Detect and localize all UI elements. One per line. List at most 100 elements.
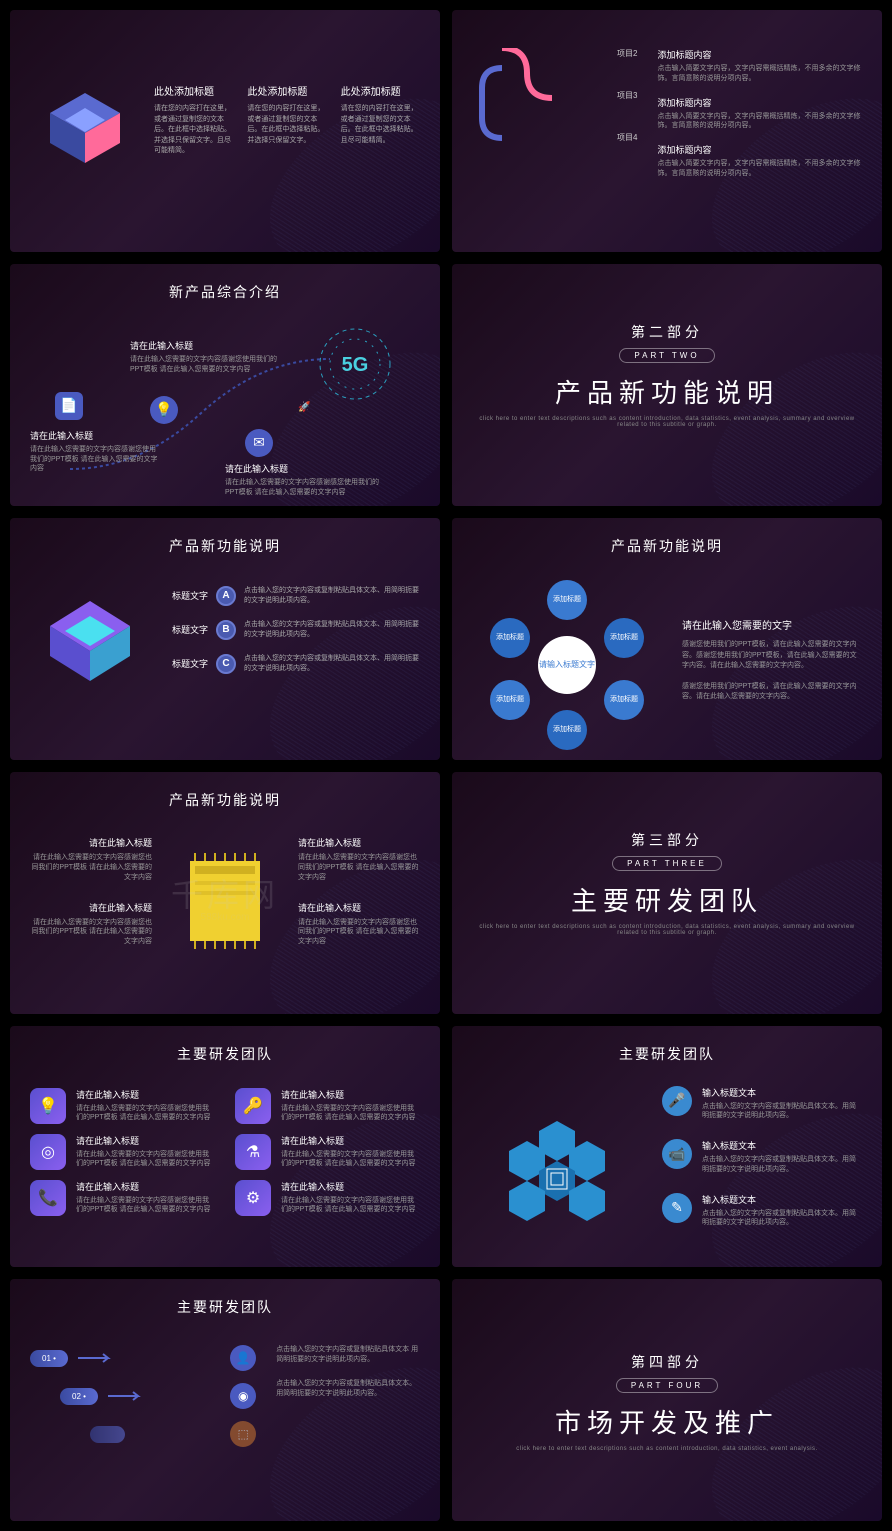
item-text: 请在此输入您需要的文字内容感谢您使用我们的PPT模板 请在此输入您需要的文字内容	[281, 1196, 420, 1216]
slide-3: 新产品综合介绍 5G 请在此输入标题 请在此输入您需要的文字内容感谢您使用我们的…	[10, 264, 440, 506]
item-4: 项目4	[617, 132, 637, 143]
col-2: 此处添加标题 请在您的内容打在这里，或者通过复制您的文本后。在此框中选择粘贴。并…	[247, 83, 326, 173]
right-block-1: 请在此输入标题 请在此输入您需要的文字内容感谢您也同我们的PPT模板 请在此输入…	[298, 836, 420, 882]
slide-section-2: 第二部分 PART TWO 产品新功能说明 click here to ente…	[452, 264, 882, 506]
row-text: 点击输入您的文字内容或复制粘贴具体文本、用简明扼要的文字说明此项内容。	[244, 620, 420, 640]
item-title: 输入标题文本	[702, 1086, 862, 1099]
node-title: 请在此输入标题	[130, 339, 280, 352]
section-pill: PART THREE	[612, 856, 722, 871]
item-4: ⚗ 请在此输入标题请在此输入您需要的文字内容感谢您使用我们的PPT模板 请在此输…	[235, 1134, 420, 1170]
section-pill: PART FOUR	[616, 1378, 718, 1393]
left-block-1: 请在此输入标题 请在此输入您需要的文字内容感谢您也同我们的PPT模板 请在此输入…	[30, 836, 152, 882]
petal: 添加标题	[547, 580, 587, 620]
item-title: 请在此输入标题	[281, 1134, 420, 1147]
bulb-icon: 💡	[30, 1088, 66, 1124]
right-text-2: 点击输入您的文字内容或复制粘贴具体文本。用简明扼要的文字说明此项内容。	[276, 1379, 420, 1399]
col-text: 请在您的内容打在这里，或者通过复制您的文本后。在此框中选择粘贴。并选择只保留文字…	[154, 104, 233, 157]
item-text: 请在此输入您需要的文字内容感谢您使用我们的PPT模板 请在此输入您需要的文字内容	[76, 1104, 215, 1124]
item-6: ⚙ 请在此输入标题请在此输入您需要的文字内容感谢您使用我们的PPT模板 请在此输…	[235, 1180, 420, 1216]
node-text: 请在此输入您需要的文字内容感谢您使用我们的PPT模板 请在此输入您需要的文字内容	[30, 445, 160, 474]
badge-b: B	[216, 620, 236, 640]
step-3: ⬚	[30, 1421, 256, 1447]
item-2: 项目2	[617, 48, 637, 59]
section-desc: click here to enter text descriptions su…	[472, 416, 862, 428]
step-icon: ⬚	[230, 1421, 256, 1447]
slide-title: 主要研发团队	[30, 1044, 420, 1064]
yellow-chip-icon	[170, 836, 280, 966]
item-text: 点击输入您的文字内容或复制粘贴具体文本。用简明扼要的文字说明此项内容。	[702, 1155, 862, 1175]
item-3: ◎ 请在此输入标题请在此输入您需要的文字内容感谢您使用我们的PPT模板 请在此输…	[30, 1134, 215, 1170]
item-title: 请在此输入标题	[281, 1088, 420, 1101]
slide-9: 主要研发团队 💡 请在此输入标题请在此输入您需要的文字内容感谢您使用我们的PPT…	[10, 1026, 440, 1268]
rocket-icon: 🚀	[298, 402, 310, 413]
slide-10: 主要研发团队 🎤 输入标题文本点击输入您的文字内容或复制粘贴具体文本。用简明扼要…	[452, 1026, 882, 1268]
section-main: 主要研发团队	[472, 881, 862, 918]
slide-5: 产品新功能说明 标题文字 A 点击输入您的文字内容或复制粘贴具体文本、用简明扼要…	[10, 518, 440, 760]
row-a: 标题文字 A 点击输入您的文字内容或复制粘贴具体文本、用简明扼要的文字说明此项内…	[164, 586, 420, 606]
petal: 添加标题	[604, 680, 644, 720]
node-text: 请在此输入您需要的文字内容感谢感您使用我们的PPT模板 请在此输入您需要的文字内…	[225, 478, 385, 498]
slide-1: 此处添加标题 请在您的内容打在这里，或者通过复制您的文本后。在此框中选择粘贴。并…	[10, 10, 440, 252]
block-text: 请在此输入您需要的文字内容感谢您也同我们的PPT模板 请在此输入您需要的文字内容	[30, 918, 152, 947]
block-3: 添加标题内容 点击输入简要文字内容，文字内容需概括精炼，不用多余的文字修饰。言简…	[658, 143, 863, 179]
item-text: 请在此输入您需要的文字内容感谢您使用我们的PPT模板 请在此输入您需要的文字内容	[76, 1196, 215, 1216]
node-title: 请在此输入标题	[225, 462, 385, 475]
node-text: 请在此输入您需要的文字内容感谢您使用我们的PPT模板 请在此输入您需要的文字内容	[130, 355, 280, 375]
section-label: 第二部分	[472, 322, 862, 342]
right-text-2: 感谢您使用我们的PPT模板，请在此输入您需要的文字内容。请在此输入您需要的文字内…	[682, 682, 862, 703]
sliders-icon: ⚙	[235, 1180, 271, 1216]
item-title: 请在此输入标题	[76, 1088, 215, 1101]
5g-icon: 5G	[310, 319, 400, 409]
item-5: 📞 请在此输入标题请在此输入您需要的文字内容感谢您使用我们的PPT模板 请在此输…	[30, 1180, 215, 1216]
item-2: 📹 输入标题文本点击输入您的文字内容或复制粘贴具体文本。用简明扼要的文字说明此项…	[662, 1139, 862, 1175]
step-num: 01 •	[30, 1350, 68, 1367]
block-text: 请在此输入您需要的文字内容感谢您也同我们的PPT模板 请在此输入您需要的文字内容	[30, 853, 152, 882]
right-title: 请在此输入您需要的文字	[682, 617, 862, 632]
item-text: 点击输入您的文字内容或复制粘贴具体文本。用简明扼要的文字说明此项内容。	[702, 1209, 862, 1229]
slide-section-3: 第三部分 PART THREE 主要研发团队 click here to ent…	[452, 772, 882, 1014]
section-label: 第四部分	[472, 1352, 862, 1372]
flower-center: 请输入标题文字	[538, 636, 596, 694]
step-icon: ◉	[230, 1383, 256, 1409]
item-3: 项目3	[617, 90, 637, 101]
item-title: 输入标题文本	[702, 1139, 862, 1152]
section-desc: click here to enter text descriptions su…	[472, 924, 862, 936]
step-1: 01 • 👤	[30, 1345, 256, 1371]
item-title: 输入标题文本	[702, 1193, 862, 1206]
block-2: 添加标题内容 点击输入简要文字内容，文字内容需概括精炼，不用多余的文字修饰。言简…	[658, 96, 863, 132]
col-1: 此处添加标题 请在您的内容打在这里，或者通过复制您的文本后。在此框中选择粘贴。并…	[154, 83, 233, 173]
node-title: 请在此输入标题	[30, 429, 160, 442]
slide-2: 项目2 项目3 项目4 添加标题内容 点击输入简要文字内容，文字内容需概括精炼，…	[452, 10, 882, 252]
slide-section-4: 第四部分 PART FOUR 市场开发及推广 click here to ent…	[452, 1279, 882, 1521]
item-text: 请在此输入您需要的文字内容感谢您使用我们的PPT模板 请在此输入您需要的文字内容	[281, 1150, 420, 1170]
badge-c: C	[216, 654, 236, 674]
flask-icon: ⚗	[235, 1134, 271, 1170]
col-text: 请在您的内容打在这里，或者通过复制您的文本后。在此框中选择粘贴。且尽可能精简。	[341, 104, 420, 146]
left-block-2: 请在此输入标题 请在此输入您需要的文字内容感谢您也同我们的PPT模板 请在此输入…	[30, 901, 152, 947]
row-text: 点击输入您的文字内容或复制粘贴具体文本、用简明扼要的文字说明此项内容。	[244, 654, 420, 674]
slide-title: 产品新功能说明	[472, 536, 862, 556]
mic-icon: 🎤	[662, 1086, 692, 1116]
block-title: 添加标题内容	[658, 96, 863, 109]
step-num: 02 •	[60, 1388, 98, 1405]
item-1: 💡 请在此输入标题请在此输入您需要的文字内容感谢您使用我们的PPT模板 请在此输…	[30, 1088, 215, 1124]
flower-diagram: 添加标题 添加标题 添加标题 添加标题 添加标题 添加标题 请输入标题文字	[472, 580, 662, 750]
slide-title: 主要研发团队	[472, 1044, 862, 1064]
right-block-2: 请在此输入标题 请在此输入您需要的文字内容感谢您也同我们的PPT模板 请在此输入…	[298, 901, 420, 947]
chip-3d-icon	[30, 586, 150, 696]
petal: 添加标题	[547, 710, 587, 750]
item-text: 请在此输入您需要的文字内容感谢您使用我们的PPT模板 请在此输入您需要的文字内容	[281, 1104, 420, 1124]
doc-icon: 📄	[55, 392, 83, 420]
block-title: 请在此输入标题	[298, 901, 420, 914]
step-icon: 👤	[230, 1345, 256, 1371]
col-title: 此处添加标题	[247, 83, 326, 98]
row-label: 标题文字	[164, 589, 208, 602]
block-title: 请在此输入标题	[30, 901, 152, 914]
row-c: 标题文字 C 点击输入您的文字内容或复制粘贴具体文本、用简明扼要的文字说明此项内…	[164, 654, 420, 674]
badge-a: A	[216, 586, 236, 606]
svg-text:5G: 5G	[342, 354, 369, 376]
block-title: 添加标题内容	[658, 143, 863, 156]
block-text: 点击输入简要文字内容，文字内容需概括精炼，不用多余的文字修饰。言简意赅的说明分项…	[658, 64, 863, 84]
item-text: 点击输入您的文字内容或复制粘贴具体文本。用简明扼要的文字说明此项内容。	[702, 1102, 862, 1122]
row-b: 标题文字 B 点击输入您的文字内容或复制粘贴具体文本、用简明扼要的文字说明此项内…	[164, 620, 420, 640]
